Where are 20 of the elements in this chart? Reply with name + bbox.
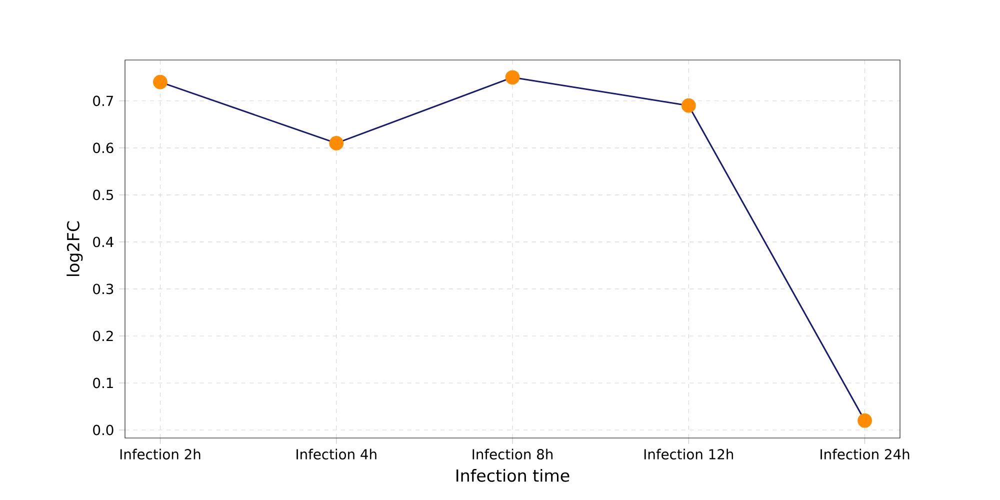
y-tick-label: 0.3 (93, 284, 114, 294)
y-tick-label: 0.0 (93, 424, 114, 436)
x-tick-label: Infection 2h (120, 448, 200, 460)
point (858, 413, 872, 428)
x-tick-label: Infection 4h (296, 448, 376, 460)
point (153, 74, 168, 90)
x-tick-label: Infection 24h (820, 448, 910, 460)
y-tick-label: 0.4 (93, 236, 114, 248)
x-axis-title: Infection time (456, 469, 570, 482)
y-axis-title: log2FC (66, 221, 83, 276)
y-tick-label: 0.5 (93, 190, 113, 200)
x-tick-label: Infection 12h (644, 448, 734, 460)
point (681, 98, 696, 113)
y-tick-label: 0.6 (93, 142, 114, 154)
x-tick-label: Infection 8h (472, 448, 552, 460)
y-tick-label: 0.2 (93, 330, 113, 342)
y-tick-label: 0.7 (93, 96, 114, 106)
y-tick-label: 0.1 (93, 378, 113, 388)
point (329, 136, 344, 150)
point (505, 70, 520, 85)
